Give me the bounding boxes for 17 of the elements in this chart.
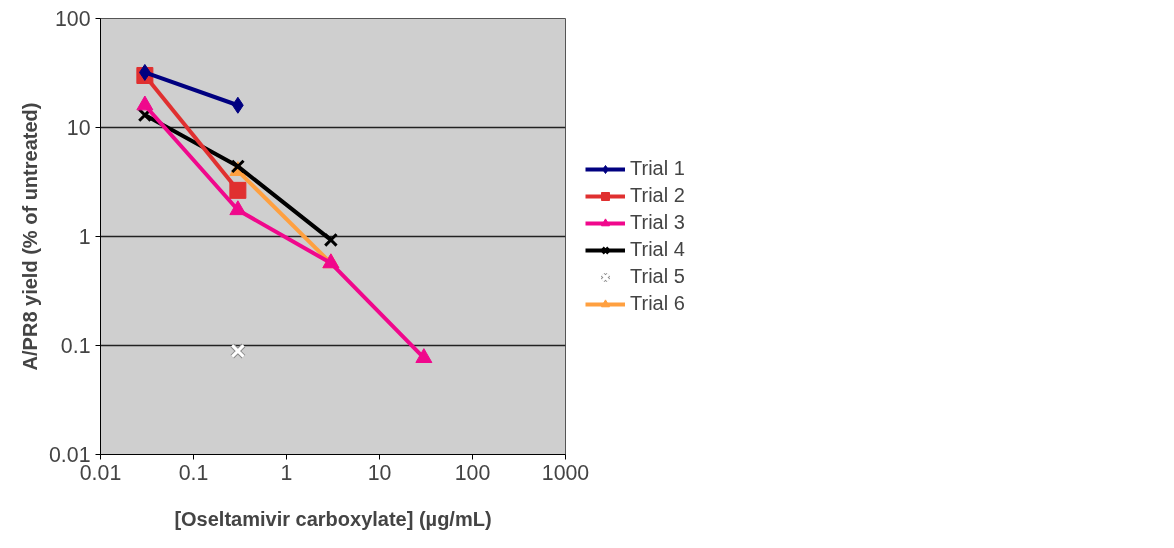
legend-label: Trial 6 [630,292,686,315]
legend-label: Trial 5 [630,265,686,288]
y-tick-label: 10 [66,116,91,140]
x-axis-title: [Oseltamivir carboxylate] (µg/mL) [174,507,492,530]
y-axis-title: A/PR8 yield (% of untreated) [18,102,41,371]
legend-label: Trial 2 [630,184,686,207]
y-tick-label: 100 [54,7,91,31]
legend-label: Trial 1 [630,157,686,180]
y-tick-label: 1 [78,225,91,249]
x-tick-label: 1000 [541,460,590,485]
y-tick-label: 0.1 [60,334,91,358]
x-tick-label: 1 [280,460,293,485]
legend-label: Trial 3 [630,211,686,234]
x-tick-label: 100 [454,460,491,485]
x-tick-label: 0.1 [178,460,209,485]
legend-label: Trial 4 [630,238,686,261]
x-tick-label: 10 [367,460,392,485]
